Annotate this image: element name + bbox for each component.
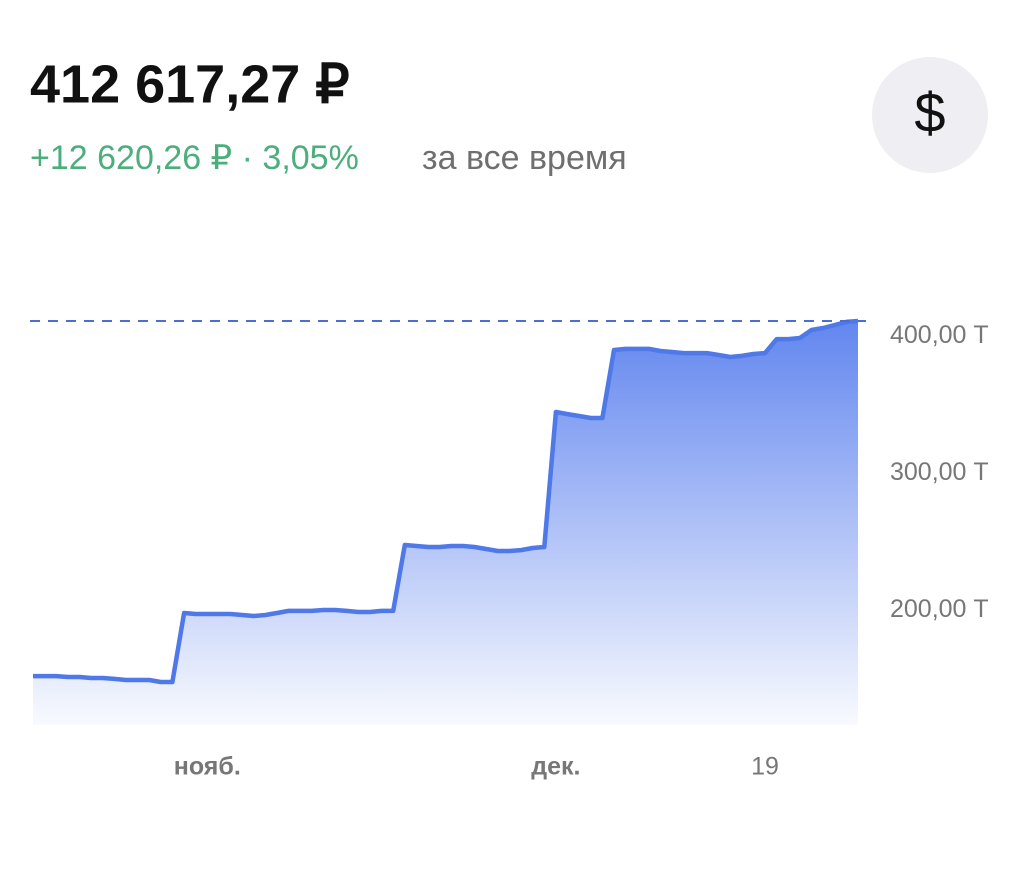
y-tick-label: 200,00 Т	[890, 595, 989, 623]
balance: 412 617,27 ₽	[30, 54, 350, 114]
y-tick-label: 400,00 Т	[890, 321, 989, 349]
line	[33, 318, 859, 685]
period: за все время	[422, 139, 627, 177]
area-fill	[33, 321, 858, 725]
x-tick-label: нояб.	[174, 753, 241, 781]
x-tick-label: 19	[751, 753, 779, 781]
currency-icon[interactable]: $	[914, 81, 945, 144]
change: +12 620,26 ₽ · 3,05%	[30, 139, 359, 177]
y-tick-label: 300,00 Т	[890, 458, 989, 486]
currency-button[interactable]	[872, 57, 988, 173]
x-tick-label: дек.	[531, 753, 580, 781]
